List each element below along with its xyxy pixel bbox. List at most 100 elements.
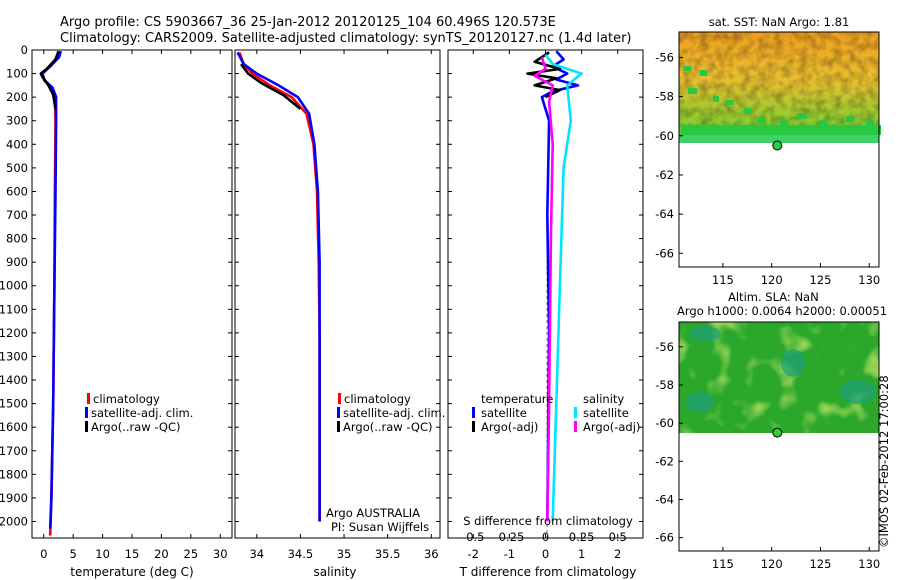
y-tick-label: 500 (6, 161, 28, 175)
temperature-ticks: 0 5 10 15 20 25 30 (40, 50, 228, 561)
y-tick-label: 1300 (0, 349, 28, 363)
y-tick-label: 1400 (0, 373, 28, 387)
difference-legend: temperature satellite Argo(-adj) salinit… (472, 392, 640, 434)
lat-tick-label: -60 (655, 416, 674, 430)
sla-map-ticks: 115 120 125 130 -56 -58 -60 -62 -64 -66 (655, 340, 880, 571)
salinity-legend: climatology satellite-adj. clim. Argo(..… (337, 392, 445, 434)
legend-swatch-argo (85, 421, 88, 432)
legend-swatch-satellite (85, 407, 88, 418)
header-line-1: Argo profile: CS 5903667_36 25-Jan-2012 … (60, 15, 556, 30)
lat-tick-label: -58 (655, 90, 674, 104)
legend-label-s-satellite: satellite (583, 406, 629, 420)
series-line-argo-raw-qc- (39, 50, 60, 110)
sla-argo-marker (772, 427, 783, 438)
top-tick-label: 0.25 (569, 530, 595, 544)
lon-tick-label: 115 (712, 273, 734, 287)
lon-tick-label: 130 (858, 273, 880, 287)
x-tick-label: -2 (468, 547, 479, 561)
legend-swatch-argo (337, 421, 340, 432)
y-tick-label: 700 (6, 208, 28, 222)
y-tick-label: 2000 (0, 514, 28, 528)
top-tick-label: 0 (542, 530, 549, 544)
difference-profiles (526, 50, 583, 522)
legend-label-satellite: satellite-adj. clim. (343, 406, 445, 420)
sst-coast-strip (679, 135, 879, 143)
y-tick-label: 1000 (0, 279, 28, 293)
series-line-s-argo-adj- (533, 56, 555, 522)
difference-axes-box (447, 49, 644, 539)
x-tick-label: 35.5 (375, 547, 401, 561)
x-tick-label: 20 (154, 547, 169, 561)
salinity-panel: 34 34.5 35 35.5 36 salinity climatology sate… (234, 49, 445, 579)
lat-tick-label: -64 (655, 492, 674, 506)
legend-swatch-s-argo (574, 421, 577, 432)
y-tick-label: 1600 (0, 420, 28, 434)
series-line-satellite-adj-clim- (40, 50, 63, 529)
lat-tick-label: -66 (655, 531, 674, 545)
y-tick-label: 100 (6, 67, 28, 81)
x-tick-label: 5 (70, 547, 77, 561)
t-difference-xlabel: T difference from climatology (459, 565, 637, 579)
legend-label-argo: Argo(..raw -QC) (91, 420, 181, 434)
argo-annotation-1: Argo AUSTRALIA (326, 506, 420, 520)
y-tick-label: 1700 (0, 444, 28, 458)
y-tick-label: 300 (6, 114, 28, 128)
series-line-t-argo-adj- (526, 51, 562, 99)
lon-tick-label: 120 (761, 273, 783, 287)
x-tick-label: 34.5 (288, 547, 314, 561)
legend-label-argo: Argo(..raw -QC) (343, 420, 433, 434)
lat-tick-label: -58 (655, 378, 674, 392)
lat-tick-label: -56 (655, 340, 674, 354)
series-line-argo-raw-qc- (240, 63, 302, 110)
sst-map-title: sat. SST: NaN Argo: 1.81 (709, 15, 850, 29)
x-tick-label: 30 (213, 547, 228, 561)
s-difference-label: S difference from climatology (463, 514, 633, 528)
legend-label-climatology: climatology (344, 392, 411, 406)
legend-swatch-climatology (87, 393, 90, 404)
sst-map-ticks: 115 120 125 130 -56 -58 -60 -62 -64 -66 (655, 50, 880, 287)
legend-label-climatology: climatology (93, 392, 160, 406)
top-tick-label: -0.25 (495, 530, 525, 544)
salinity-xlabel: salinity (313, 565, 356, 579)
salinity-axes-box (234, 49, 441, 539)
sla-axes-box (678, 321, 880, 552)
legend-swatch-t-satellite (472, 407, 475, 418)
y-tick-label: 200 (6, 90, 28, 104)
sst-argo-marker (772, 140, 783, 151)
difference-ticks: -2 -1 0 1 2 -0.5 -0.25 0 0.25 0.5 (462, 50, 627, 561)
temperature-legend: climatology satellite-adj. clim. Argo(..… (85, 392, 193, 434)
legend-swatch-climatology (338, 393, 341, 404)
sla-map-title: Altim. SLA: NaN (728, 290, 819, 304)
top-tick-label: -0.5 (462, 530, 484, 544)
x-tick-label: 35 (337, 547, 352, 561)
difference-panel: -2 -1 0 1 2 -0.5 -0.25 0 0.25 0.5 S difference fr… (447, 49, 644, 579)
x-tick-label: 34 (249, 547, 264, 561)
y-tick-label: 1500 (0, 397, 28, 411)
legend-label-t-argo: Argo(-adj) (481, 420, 538, 434)
lat-tick-label: -62 (655, 454, 674, 468)
lon-tick-label: 120 (761, 557, 783, 571)
y-tick-label: 800 (6, 232, 28, 246)
y-tick-label: 1900 (0, 491, 28, 505)
x-tick-label: 1 (578, 547, 585, 561)
lat-tick-label: -60 (655, 129, 674, 143)
temperature-profiles (39, 50, 63, 536)
series-line-climatology (238, 51, 321, 522)
lat-tick-label: -64 (655, 207, 674, 221)
sla-blue-patches (686, 326, 876, 412)
y-tick-label: 1800 (0, 467, 28, 481)
sla-map-panel: Altim. SLA: NaN Argo h1000: 0.0064 h2000… (655, 290, 887, 571)
legend-title-salinity: salinity (583, 392, 624, 406)
x-tick-label: 0 (542, 547, 549, 561)
lat-tick-label: -56 (655, 50, 674, 64)
sst-axes-box (678, 31, 880, 268)
series-line-s-satellite (544, 53, 583, 522)
imos-credit: ©IMOS 02-Feb-2012 17:00:28 (877, 375, 891, 548)
x-tick-label: 2 (614, 547, 621, 561)
salinity-ticks: 34 34.5 35 35.5 36 (249, 50, 439, 561)
lat-tick-label: -66 (655, 246, 674, 260)
x-tick-label: 25 (184, 547, 199, 561)
temperature-axes-box (31, 49, 233, 539)
header-line-2: Climatology: CARS2009. Satellite-adjuste… (60, 31, 632, 46)
